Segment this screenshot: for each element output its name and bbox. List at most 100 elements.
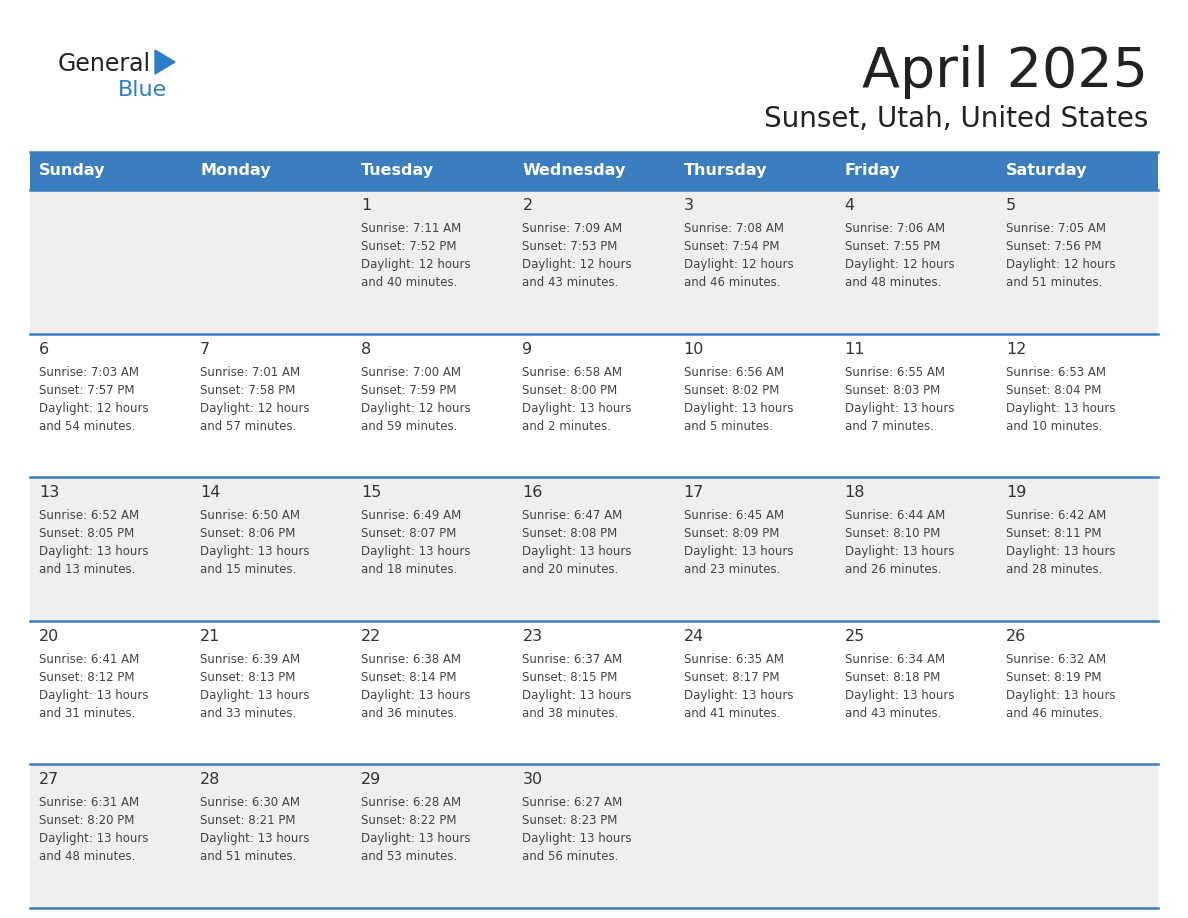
Text: 27: 27 [39,772,59,788]
Text: Daylight: 13 hours
and 36 minutes.: Daylight: 13 hours and 36 minutes. [361,688,470,720]
Text: Sunset: 7:53 PM: Sunset: 7:53 PM [523,240,618,253]
Text: Sunrise: 6:27 AM: Sunrise: 6:27 AM [523,797,623,810]
Text: Saturday: Saturday [1006,163,1087,178]
Text: Sunset: 8:19 PM: Sunset: 8:19 PM [1006,671,1101,684]
Text: Sunset, Utah, United States: Sunset, Utah, United States [764,105,1148,133]
Text: Sunrise: 6:37 AM: Sunrise: 6:37 AM [523,653,623,666]
Text: Sunset: 8:09 PM: Sunset: 8:09 PM [683,527,779,540]
Bar [30,333,1158,477]
Text: 19: 19 [1006,486,1026,500]
Text: Daylight: 13 hours
and 5 minutes.: Daylight: 13 hours and 5 minutes. [683,401,794,432]
Text: Sunrise: 6:55 AM: Sunrise: 6:55 AM [845,365,944,378]
Text: 18: 18 [845,486,865,500]
Text: Sunset: 8:04 PM: Sunset: 8:04 PM [1006,384,1101,397]
Text: Daylight: 13 hours
and 31 minutes.: Daylight: 13 hours and 31 minutes. [39,688,148,720]
Text: 28: 28 [200,772,221,788]
Text: Daylight: 13 hours
and 48 minutes.: Daylight: 13 hours and 48 minutes. [39,833,148,864]
Text: Sunset: 8:20 PM: Sunset: 8:20 PM [39,814,134,827]
Text: Sunset: 8:11 PM: Sunset: 8:11 PM [1006,527,1101,540]
Text: Daylight: 13 hours
and 41 minutes.: Daylight: 13 hours and 41 minutes. [683,688,794,720]
Text: Daylight: 13 hours
and 51 minutes.: Daylight: 13 hours and 51 minutes. [200,833,310,864]
Text: Sunrise: 6:42 AM: Sunrise: 6:42 AM [1006,509,1106,522]
Text: Sunrise: 6:47 AM: Sunrise: 6:47 AM [523,509,623,522]
Text: Sunrise: 6:35 AM: Sunrise: 6:35 AM [683,653,784,666]
Text: Sunset: 7:56 PM: Sunset: 7:56 PM [1006,240,1101,253]
Text: Sunrise: 7:09 AM: Sunrise: 7:09 AM [523,222,623,235]
Text: Sunrise: 6:52 AM: Sunrise: 6:52 AM [39,509,139,522]
Text: Sunset: 8:05 PM: Sunset: 8:05 PM [39,527,134,540]
Text: 17: 17 [683,486,704,500]
Text: Sunrise: 7:05 AM: Sunrise: 7:05 AM [1006,222,1106,235]
Bar [30,190,1158,333]
Text: Daylight: 13 hours
and 43 minutes.: Daylight: 13 hours and 43 minutes. [845,688,954,720]
Text: Daylight: 12 hours
and 54 minutes.: Daylight: 12 hours and 54 minutes. [39,401,148,432]
Text: Sunrise: 6:41 AM: Sunrise: 6:41 AM [39,653,139,666]
Text: 29: 29 [361,772,381,788]
Text: 6: 6 [39,341,49,356]
Text: 16: 16 [523,486,543,500]
Text: Monday: Monday [200,163,271,178]
Text: 7: 7 [200,341,210,356]
Text: 24: 24 [683,629,703,644]
Text: Sunset: 8:18 PM: Sunset: 8:18 PM [845,671,940,684]
Text: Sunrise: 6:53 AM: Sunrise: 6:53 AM [1006,365,1106,378]
Text: Sunset: 7:52 PM: Sunset: 7:52 PM [361,240,456,253]
Text: Sunset: 8:21 PM: Sunset: 8:21 PM [200,814,296,827]
Text: Sunset: 8:14 PM: Sunset: 8:14 PM [361,671,456,684]
Text: Sunset: 8:08 PM: Sunset: 8:08 PM [523,527,618,540]
Text: Blue: Blue [118,80,168,100]
Text: 14: 14 [200,486,221,500]
Text: 21: 21 [200,629,221,644]
Text: Daylight: 13 hours
and 26 minutes.: Daylight: 13 hours and 26 minutes. [845,545,954,577]
Text: Sunset: 7:58 PM: Sunset: 7:58 PM [200,384,296,397]
Text: Sunday: Sunday [39,163,106,178]
Text: 8: 8 [361,341,372,356]
Text: Sunrise: 7:00 AM: Sunrise: 7:00 AM [361,365,461,378]
Text: 22: 22 [361,629,381,644]
Text: Sunrise: 6:38 AM: Sunrise: 6:38 AM [361,653,461,666]
Text: Daylight: 13 hours
and 53 minutes.: Daylight: 13 hours and 53 minutes. [361,833,470,864]
Polygon shape [154,50,175,74]
Bar [30,765,1158,908]
Bar [30,152,1158,190]
Text: Daylight: 12 hours
and 57 minutes.: Daylight: 12 hours and 57 minutes. [200,401,310,432]
Text: 13: 13 [39,486,59,500]
Text: Wednesday: Wednesday [523,163,626,178]
Text: Daylight: 12 hours
and 46 minutes.: Daylight: 12 hours and 46 minutes. [683,258,794,289]
Text: Sunrise: 7:08 AM: Sunrise: 7:08 AM [683,222,784,235]
Text: Daylight: 13 hours
and 46 minutes.: Daylight: 13 hours and 46 minutes. [1006,688,1116,720]
Text: Sunset: 7:54 PM: Sunset: 7:54 PM [683,240,779,253]
Text: Daylight: 12 hours
and 48 minutes.: Daylight: 12 hours and 48 minutes. [845,258,954,289]
Text: 15: 15 [361,486,381,500]
Text: 2: 2 [523,198,532,213]
Text: Friday: Friday [845,163,901,178]
Text: Daylight: 13 hours
and 13 minutes.: Daylight: 13 hours and 13 minutes. [39,545,148,577]
Text: 26: 26 [1006,629,1026,644]
Text: Sunrise: 6:28 AM: Sunrise: 6:28 AM [361,797,461,810]
Text: Daylight: 13 hours
and 18 minutes.: Daylight: 13 hours and 18 minutes. [361,545,470,577]
Text: Sunset: 8:00 PM: Sunset: 8:00 PM [523,384,618,397]
Text: Sunrise: 6:34 AM: Sunrise: 6:34 AM [845,653,944,666]
Text: Daylight: 13 hours
and 23 minutes.: Daylight: 13 hours and 23 minutes. [683,545,794,577]
Text: Daylight: 13 hours
and 28 minutes.: Daylight: 13 hours and 28 minutes. [1006,545,1116,577]
Text: Sunrise: 6:39 AM: Sunrise: 6:39 AM [200,653,301,666]
Text: Tuesday: Tuesday [361,163,435,178]
Text: 5: 5 [1006,198,1016,213]
Text: Sunset: 8:10 PM: Sunset: 8:10 PM [845,527,940,540]
Text: Daylight: 12 hours
and 51 minutes.: Daylight: 12 hours and 51 minutes. [1006,258,1116,289]
Text: Daylight: 12 hours
and 59 minutes.: Daylight: 12 hours and 59 minutes. [361,401,470,432]
Text: Sunset: 7:57 PM: Sunset: 7:57 PM [39,384,134,397]
Text: Daylight: 13 hours
and 7 minutes.: Daylight: 13 hours and 7 minutes. [845,401,954,432]
Text: Sunset: 7:55 PM: Sunset: 7:55 PM [845,240,940,253]
Text: Sunrise: 6:56 AM: Sunrise: 6:56 AM [683,365,784,378]
Text: Daylight: 13 hours
and 10 minutes.: Daylight: 13 hours and 10 minutes. [1006,401,1116,432]
Text: 3: 3 [683,198,694,213]
Text: 10: 10 [683,341,704,356]
Text: Sunset: 8:06 PM: Sunset: 8:06 PM [200,527,296,540]
Text: Thursday: Thursday [683,163,767,178]
Text: Sunset: 8:07 PM: Sunset: 8:07 PM [361,527,456,540]
Text: Sunset: 8:23 PM: Sunset: 8:23 PM [523,814,618,827]
Text: Sunset: 8:12 PM: Sunset: 8:12 PM [39,671,134,684]
Text: Sunrise: 7:01 AM: Sunrise: 7:01 AM [200,365,301,378]
Text: Sunrise: 6:58 AM: Sunrise: 6:58 AM [523,365,623,378]
